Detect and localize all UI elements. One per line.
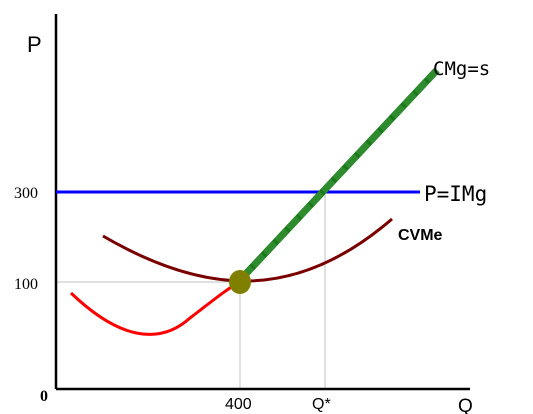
minimum-point-marker xyxy=(229,270,251,294)
y-axis-label: P xyxy=(27,32,42,57)
x-axis-label: Q xyxy=(458,396,473,414)
marginal-cost-label: CMg=s xyxy=(433,58,490,80)
avg-variable-cost-label: CVMe xyxy=(398,227,443,244)
price-line-label: P=IMg xyxy=(424,182,487,206)
tick-label-100: 100 xyxy=(14,276,38,293)
origin-label: 0 xyxy=(40,388,48,405)
falling-cost-curve xyxy=(69,280,241,336)
marginal-cost-dashes xyxy=(239,67,440,281)
tick-label-300: 300 xyxy=(14,185,38,202)
tick-label-qstar: Q* xyxy=(312,396,331,413)
tick-label-400: 400 xyxy=(225,396,252,413)
